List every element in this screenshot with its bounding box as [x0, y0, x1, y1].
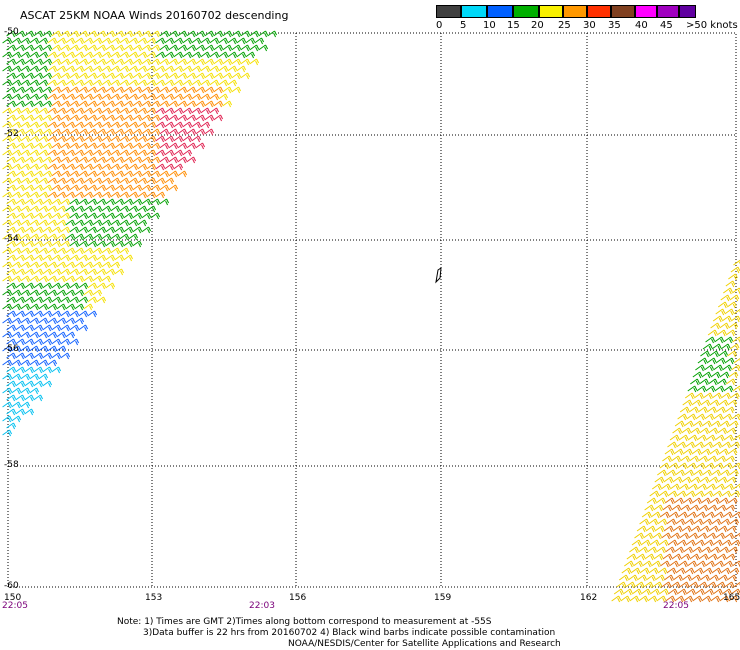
scale-label-7: 35	[608, 20, 621, 31]
plot-frame	[7, 32, 737, 588]
scale-swatch-2	[487, 5, 513, 18]
scale-label-6: 30	[583, 20, 596, 31]
time-label-right: 22:05	[663, 601, 689, 611]
lat-label-56: -56	[4, 344, 19, 354]
scale-swatch-6	[587, 5, 611, 18]
scale-swatch-10	[679, 5, 696, 18]
lat-label-58: -58	[4, 460, 19, 470]
lon-label-150: 150	[4, 593, 22, 603]
scale-label-8: 40	[635, 20, 648, 31]
scale-label-3: 15	[507, 20, 520, 31]
scale-swatch-1	[461, 5, 487, 18]
lon-label-162: 162	[580, 593, 598, 603]
lat-label-52: -52	[4, 129, 19, 139]
time-label-left: 22:05	[2, 601, 28, 611]
scale-swatch-8	[635, 5, 657, 18]
note-line-1: Note: 1) Times are GMT 2)Times along bot…	[117, 617, 492, 627]
note-line-3: NOAA/NESDIS/Center for Satellite Applica…	[288, 639, 561, 649]
scale-swatch-9	[657, 5, 679, 18]
note-line-2: 3)Data buffer is 22 hrs from 20160702 4)…	[143, 628, 556, 638]
scale-swatch-4	[539, 5, 563, 18]
lat-label-60: -60	[4, 581, 19, 591]
lon-label-153: 153	[145, 593, 163, 603]
wind-barbs	[2, 30, 740, 603]
lon-label-159: 159	[434, 593, 452, 603]
scale-swatch-3	[513, 5, 539, 18]
scale-label-5: 25	[558, 20, 571, 31]
scale-label-9: 45	[660, 20, 673, 31]
scale-label-10: >50 knots	[686, 20, 738, 31]
scale-label-1: 5	[460, 20, 467, 31]
island-outline	[435, 266, 442, 284]
scale-swatch-0	[436, 5, 461, 18]
scale-label-0: 0	[436, 20, 443, 31]
time-label-middle: 22:03	[249, 601, 275, 611]
scale-label-2: 10	[483, 20, 496, 31]
lon-label-165: 165	[723, 593, 740, 603]
scale-swatch-5	[563, 5, 587, 18]
scale-swatch-7	[611, 5, 635, 18]
map-title: ASCAT 25KM NOAA Winds 20160702 descendin…	[20, 9, 289, 22]
scale-label-4: 20	[531, 20, 544, 31]
lon-label-156: 156	[289, 593, 307, 603]
lat-label-54: -54	[4, 234, 19, 244]
lat-label-50: -50	[4, 27, 19, 37]
